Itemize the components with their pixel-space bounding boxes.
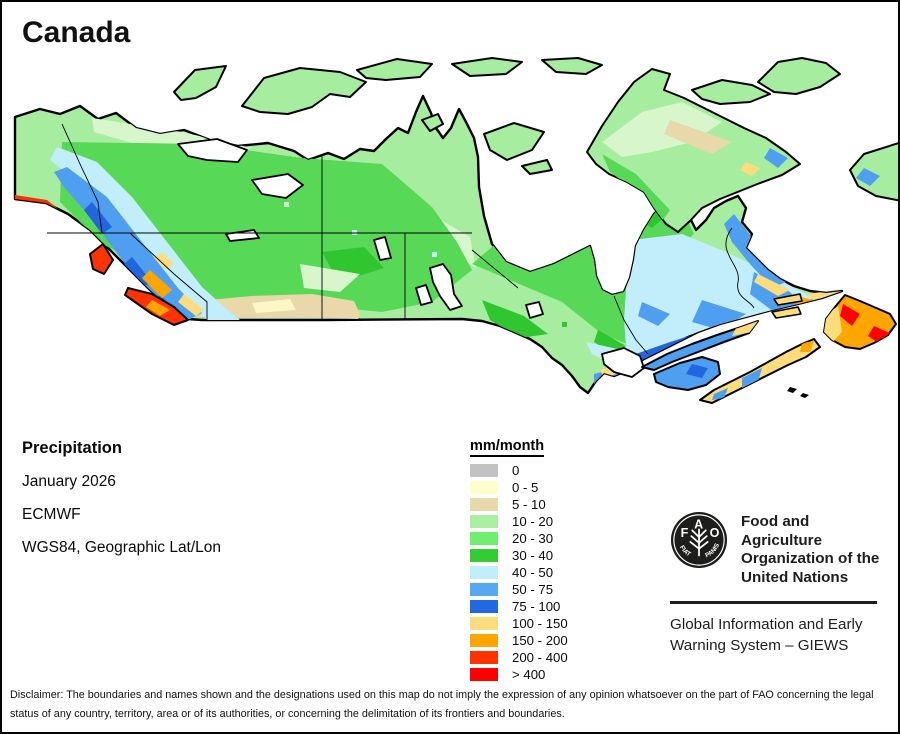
- legend-swatch: [470, 566, 498, 579]
- legend-row: 10 - 20: [470, 514, 568, 529]
- legend-swatch: [470, 634, 498, 647]
- legend-swatch: [470, 583, 498, 596]
- greenland-fragment: [849, 141, 898, 202]
- legend-swatch: [470, 668, 498, 681]
- reindeer-lake: [373, 236, 392, 261]
- legend-label: 100 - 150: [512, 616, 568, 631]
- legend-label: > 400: [512, 667, 546, 682]
- legend-title: mm/month: [470, 438, 545, 457]
- legend-swatch: [470, 549, 498, 562]
- province-boundaries: [47, 123, 755, 355]
- info-source: ECMWF: [22, 506, 81, 523]
- lake-huron: [601, 347, 645, 378]
- legend-label: 30 - 40: [512, 548, 554, 563]
- wheat-icon: [689, 528, 709, 557]
- map-info-block: Precipitation January 2026 ECMWF WGS84, …: [22, 439, 221, 557]
- fao-org-line: Organization of the: [741, 550, 880, 567]
- legend-swatch: [470, 532, 498, 545]
- newfoundland: [823, 294, 897, 350]
- giews-line: Global Information and Early: [670, 616, 863, 633]
- fao-org-line: United Nations: [741, 568, 849, 586]
- arctic-islands: [173, 57, 841, 175]
- legend-row: 75 - 100: [470, 599, 568, 614]
- maritimes: [641, 293, 821, 404]
- pacific-islands: [89, 243, 189, 326]
- legend-row: > 400: [470, 667, 568, 682]
- lake-winnipeg: [429, 263, 463, 311]
- legend-swatch: [470, 481, 498, 494]
- legend-row: 40 - 50: [470, 565, 568, 580]
- legend-label: 75 - 100: [512, 599, 561, 614]
- fao-separator: [670, 601, 877, 604]
- fao-logo-icon: F A O FIAT PANIS: [670, 511, 728, 569]
- disclaimer-text: Disclaimer: The boundaries and names sho…: [10, 689, 874, 720]
- fao-letter-o: O: [710, 526, 720, 540]
- page-title: Canada: [22, 16, 131, 49]
- info-projection: WGS84, Geographic Lat/Lon: [22, 539, 222, 556]
- legend-swatch: [470, 651, 498, 664]
- lake-nipigon: [525, 301, 544, 319]
- legend-label: 150 - 200: [512, 633, 568, 648]
- lakes: [177, 138, 645, 378]
- legend: mm/month 0 0 - 5 5 - 10 10 - 20 20 - 30 …: [470, 437, 568, 685]
- info-variable: Precipitation: [22, 439, 122, 457]
- fao-block: F A O FIAT PANIS Food and Agriculture Or…: [670, 511, 880, 656]
- legend-label: 0 - 5: [512, 480, 539, 495]
- legend-row: 0 - 5: [470, 480, 568, 495]
- legend-label: 40 - 50: [512, 565, 554, 580]
- legend-swatch: [470, 600, 498, 613]
- legend-entries: 0 0 - 5 5 - 10 10 - 20 20 - 30 30 - 40 4…: [470, 463, 568, 682]
- legend-label: 20 - 30: [512, 531, 554, 546]
- legend-swatch: [470, 498, 498, 511]
- giews-line: Warning System – GIEWS: [670, 637, 849, 654]
- mainland: [13, 94, 844, 395]
- legend-row: 20 - 30: [470, 531, 568, 546]
- precipitation-regions: [15, 118, 842, 386]
- legend-row: 0: [470, 463, 568, 478]
- legend-label: 200 - 400: [512, 650, 568, 665]
- canada-precipitation-map: [13, 57, 898, 404]
- legend-swatch: [470, 617, 498, 630]
- giews-text: Global Information and Early Warning Sys…: [670, 614, 880, 656]
- legend-swatch: [470, 515, 498, 528]
- legend-row: 30 - 40: [470, 548, 568, 563]
- legend-label: 0: [512, 463, 520, 478]
- fao-letter-f: F: [681, 526, 689, 540]
- legend-row: 150 - 200: [470, 633, 568, 648]
- great-bear-lake: [177, 138, 248, 163]
- legend-row: 5 - 10: [470, 497, 568, 512]
- legend-label: 10 - 20: [512, 514, 554, 529]
- great-slave-lake: [251, 173, 304, 199]
- legend-row: 50 - 75: [470, 582, 568, 597]
- fao-org-line: Food and Agriculture: [741, 513, 823, 549]
- legend-swatch: [470, 464, 498, 477]
- legend-label: 50 - 75: [512, 582, 554, 597]
- lake-manitoba: [415, 284, 433, 306]
- info-period: January 2026: [22, 473, 116, 490]
- legend-row: 200 - 400: [470, 650, 568, 665]
- legend-label: 5 - 10: [512, 497, 546, 512]
- legend-row: 100 - 150: [470, 616, 568, 631]
- fao-letter-a: A: [694, 517, 703, 531]
- fao-org-name: Food and Agriculture Organization of the…: [741, 513, 880, 587]
